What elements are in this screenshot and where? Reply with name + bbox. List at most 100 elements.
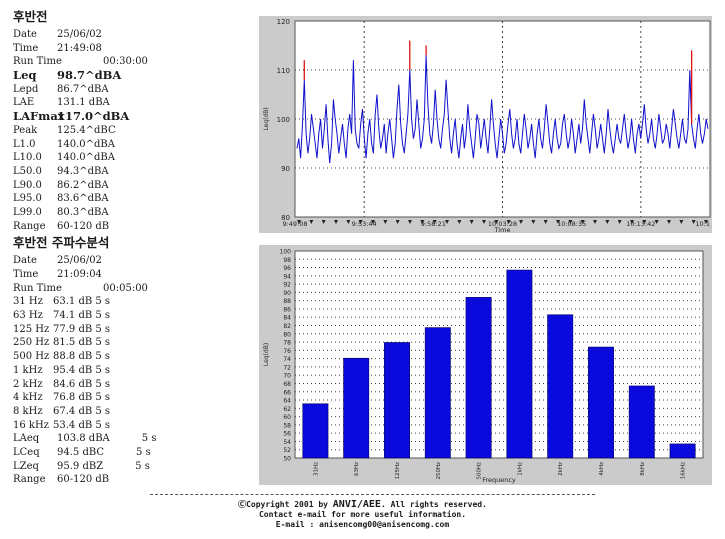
frequency-row: 16 kHz 53.4 dB 5 s	[13, 419, 253, 433]
metric-row: L1.0 140.0^dBA	[13, 138, 253, 152]
frequency-value: 77.9 dB 5 s	[53, 323, 111, 335]
summary-duration: 5 s	[141, 433, 157, 445]
summary-row: LAeq 103.8 dBA 5 s	[13, 432, 253, 446]
footer: ⒸCopyright 2001 by ANVI/AEE. All rights …	[0, 500, 725, 530]
y-tick-label: 50	[283, 456, 291, 463]
metric-label: L90.0	[13, 179, 42, 191]
frequency-value: 53.4 dB 5 s	[53, 419, 111, 431]
frequency-row: 1 kHz 95.4 dB 5 s	[13, 364, 253, 378]
metric-label: L99.0	[13, 206, 42, 218]
frequency-value: 76.8 dB 5 s	[53, 392, 111, 404]
x-tick-label: 250Hz	[436, 462, 442, 480]
x-minor-marker	[358, 220, 363, 224]
frequency-row: 8 kHz 67.4 dB 5 s	[13, 405, 253, 419]
frequency-value: 84.6 dB 5 s	[53, 378, 111, 390]
x-tick-label: 9:53:44	[352, 220, 377, 228]
section2-time-row: Time 21:09:04	[13, 268, 253, 282]
x-tick-label: 4kHz	[599, 462, 605, 476]
frequency-row: 4 kHz 76.8 dB 5 s	[13, 391, 253, 405]
x-tick-label: 2kHz	[558, 462, 564, 476]
summary-label: LAeq	[13, 433, 40, 445]
x-minor-marker	[346, 220, 351, 224]
range-label: Range	[13, 474, 46, 486]
y-tick-label: 82	[283, 323, 291, 330]
metric-value: 83.6^dBA	[57, 193, 109, 205]
metric-value: 60-120 dB	[57, 220, 110, 232]
frequency-label: 4 kHz	[13, 392, 43, 404]
x-minor-marker	[309, 220, 314, 224]
frequency-value: 95.4 dB 5 s	[53, 364, 111, 376]
section2-runtime-row: Run Time 00:05:00	[13, 282, 253, 296]
runtime-label: Run Time	[13, 56, 62, 68]
x-minor-marker	[383, 220, 388, 224]
time-label: Time	[13, 269, 39, 280]
summary-duration: 5 s	[135, 460, 150, 472]
x-tick-label: 1kHz	[517, 462, 523, 476]
x-minor-marker	[519, 220, 523, 224]
metric-row: L90.0 86.2^dBA	[13, 179, 253, 193]
bar	[343, 357, 370, 459]
x-minor-marker	[704, 220, 708, 224]
section1-title: 후반전	[13, 9, 48, 24]
x-tick-label: 500Hz	[477, 462, 483, 480]
copyright-prefix: ⒸCopyright 2001 by	[238, 500, 333, 509]
frequency-label: 2 kHz	[13, 378, 43, 390]
y-tick-label: 86	[283, 306, 291, 313]
frequency-value: 81.5 dB 5 s	[53, 337, 111, 349]
y-tick-label: 76	[283, 348, 291, 355]
plot-area	[294, 20, 711, 218]
summary-value: 103.8 dBA	[57, 433, 110, 445]
x-minor-marker	[420, 220, 425, 224]
footer-divider	[150, 494, 595, 495]
y-tick-label: 74	[283, 356, 291, 363]
x-minor-marker	[395, 220, 400, 224]
metric-row: Lepd 86.7^dBA	[13, 83, 253, 97]
frequency-label: 125 Hz	[13, 323, 50, 335]
y-tick-label: 62	[283, 406, 291, 413]
section2-date-row: Date 25/06/02	[13, 254, 253, 268]
x-minor-marker	[531, 220, 536, 224]
x-minor-marker	[593, 220, 597, 224]
y-tick-label: 110	[277, 67, 290, 75]
runtime-value: 00:30:00	[103, 56, 148, 68]
x-minor-marker	[408, 220, 412, 224]
date-label: Date	[13, 255, 37, 267]
frequency-row: 63 Hz 74.1 dB 5 s	[13, 309, 253, 323]
frequency-label: 1 kHz	[13, 364, 43, 376]
frequency-value: 67.4 dB 5 s	[53, 405, 111, 417]
x-axis-label: Time	[494, 226, 511, 233]
x-tick-label: 10:03:28	[488, 220, 517, 228]
y-tick-label: 60	[283, 414, 291, 421]
x-minor-marker	[556, 220, 560, 224]
date-label: Date	[13, 29, 37, 40]
metric-label: L10.0	[13, 152, 42, 164]
summary-label: LCeq	[13, 446, 40, 458]
left-report: 후반전 Date 25/06/02 Time 21:49:08 Run Time 00…	[13, 8, 253, 487]
y-axis-label: Leq(dB)	[263, 107, 270, 130]
metric-value: 140.0^dBA	[57, 152, 115, 164]
y-tick-label: 56	[283, 431, 291, 438]
frequency-spectrum-chart: 50 52 54 56 58 60 62 64 66 68 70 72 74 76 78 80 82 84 86 88…	[259, 245, 712, 485]
summary-label: LZeq	[13, 460, 39, 472]
email-line: E-mail : anisencomg00@anisencomg.com	[275, 520, 450, 529]
runtime-value: 00:05:00	[103, 282, 148, 294]
frequency-value: 88.8 dB 5 s	[53, 351, 111, 363]
bar	[547, 314, 574, 459]
bar	[506, 269, 533, 459]
frequency-label: 250 Hz	[13, 337, 50, 349]
section1-metrics: Leq 98.7^dBA Lepd 86.7^dBA LAE 131.1 dBA LAFma…	[13, 68, 253, 233]
y-tick-label: 98	[283, 257, 291, 264]
x-minor-marker	[580, 220, 585, 224]
y-tick-label: 94	[283, 273, 291, 280]
time-history-chart: 80 90 100 110 120 9:49:08 9:53:44 9:58:21 10:03:…	[259, 16, 712, 234]
y-axis-label: Leq(dB)	[263, 343, 270, 366]
metric-label: Leq	[13, 68, 37, 83]
metric-row: L10.0 140.0^dBA	[13, 151, 253, 165]
y-tick-label: 100	[280, 249, 292, 256]
metric-label: L95.0	[13, 193, 42, 205]
metric-value: 80.3^dBA	[57, 206, 109, 218]
metric-value: 125.4^dBC	[57, 124, 116, 136]
y-tick-label: 88	[283, 298, 291, 305]
time-history-svg: 80 90 100 110 120 9:49:08 9:53:44 9:58:21 10:03:…	[263, 18, 711, 234]
